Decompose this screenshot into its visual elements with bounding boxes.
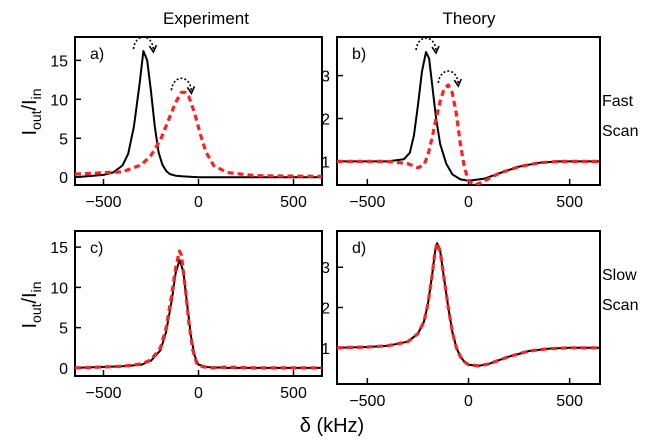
arrowhead <box>453 78 463 88</box>
y-tick-label: 3 <box>321 260 330 277</box>
x-tick-label: 500 <box>556 393 583 410</box>
y-tick-label: 10 <box>50 92 68 109</box>
panel-label: d) <box>352 240 366 257</box>
y-tick-label: 10 <box>50 280 68 297</box>
panel-3: −500 0 500 1 2 3 d) <box>321 230 601 410</box>
plot-frame <box>336 36 601 186</box>
x-tick-label: 0 <box>464 393 473 410</box>
y-axis-label-bottom: Iout/Iin <box>19 281 44 328</box>
row-label-slow-line1: Slow <box>602 267 637 284</box>
x-tick-label: −500 <box>85 385 121 402</box>
panel-label: b) <box>352 46 366 63</box>
arrowhead <box>148 44 158 54</box>
y-tick-label: 5 <box>59 321 68 338</box>
panel-0: −500 0 500 0 5 10 15 a) <box>50 36 323 211</box>
series-solid-black <box>75 259 322 369</box>
curved-arrow-annotation <box>170 77 193 91</box>
curved-arrow-annotation <box>415 37 437 51</box>
y-tick-label: 0 <box>59 361 68 378</box>
series-dashed-red <box>75 90 322 178</box>
x-axis-label: δ (kHz) <box>300 415 364 437</box>
panel-label: a) <box>90 46 104 63</box>
y-tick-label: 1 <box>321 341 330 358</box>
curved-arrow-annotation <box>132 36 155 50</box>
series-dashed-red <box>337 241 600 368</box>
y-tick-label: 5 <box>59 131 68 148</box>
series-solid-black <box>337 242 600 367</box>
plot-frame <box>74 36 323 186</box>
y-tick-label: 2 <box>321 301 330 318</box>
panel-label: c) <box>90 240 103 257</box>
column-title-experiment: Experiment <box>163 9 249 28</box>
series-dashed-red <box>337 83 600 185</box>
series-dashed-red <box>75 249 322 370</box>
column-title-theory: Theory <box>443 9 496 28</box>
x-tick-label: −500 <box>349 393 385 410</box>
row-label-slow-line2: Scan <box>602 297 638 314</box>
x-tick-label: −500 <box>349 194 385 211</box>
y-tick-label: 0 <box>59 170 68 187</box>
arrowhead <box>186 85 196 95</box>
x-tick-label: −500 <box>85 194 121 211</box>
plot-frame <box>336 230 601 385</box>
x-tick-label: 0 <box>464 194 473 211</box>
x-tick-label: 0 <box>194 385 203 402</box>
x-tick-label: 500 <box>280 385 307 402</box>
series-solid-black <box>337 51 600 182</box>
row-label-fast-line2: Scan <box>602 123 638 140</box>
x-tick-label: 0 <box>194 194 203 211</box>
curved-arrow-annotation <box>437 70 460 84</box>
y-tick-label: 15 <box>50 240 68 257</box>
row-label-fast-line1: Fast <box>602 93 634 110</box>
x-tick-label: 500 <box>556 194 583 211</box>
series-solid-black <box>75 50 322 179</box>
panel-2: −500 0 500 0 5 10 15 c) <box>50 230 323 402</box>
panel-1: −500 0 500 1 2 3 b) <box>321 36 601 211</box>
y-tick-label: 15 <box>50 53 68 70</box>
y-axis-label-top: Iout/Iin <box>19 88 44 135</box>
plot-frame <box>74 230 323 377</box>
arrowhead <box>431 45 440 55</box>
x-tick-label: 500 <box>280 194 307 211</box>
y-tick-label: 3 <box>321 69 330 86</box>
y-tick-label: 1 <box>321 154 330 171</box>
y-tick-label: 2 <box>321 112 330 129</box>
